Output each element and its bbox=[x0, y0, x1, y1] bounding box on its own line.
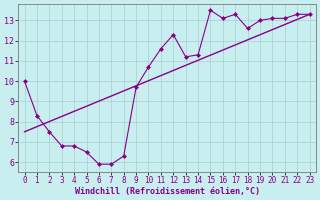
X-axis label: Windchill (Refroidissement éolien,°C): Windchill (Refroidissement éolien,°C) bbox=[75, 187, 260, 196]
